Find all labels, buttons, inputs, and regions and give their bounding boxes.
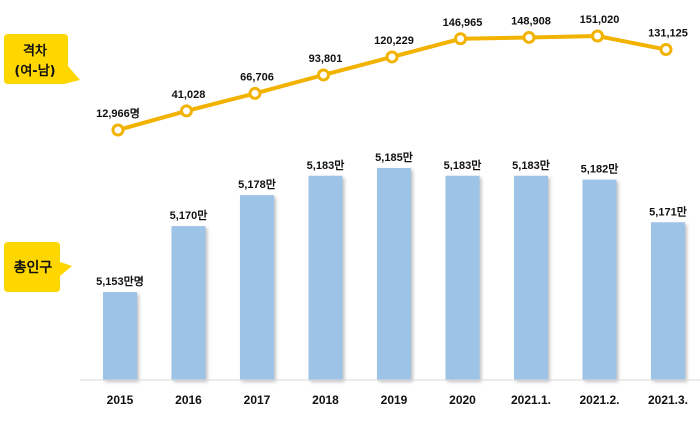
bar-2021.2. [582, 179, 617, 380]
bar-series [103, 168, 685, 380]
bar-2016 [171, 226, 206, 380]
population-callout: 총인구 [4, 242, 72, 292]
gap-callout-line1: 격차 [23, 43, 47, 59]
line-data-label: 120,229 [374, 35, 414, 47]
bar-2018 [308, 175, 343, 380]
bar-2019 [377, 168, 411, 380]
x-tick-label: 2019 [381, 393, 408, 407]
line-data-labels: 12,966명 41,028 66,706 93,801 120,229 146,965 1… [96, 14, 688, 120]
bar-2021.3. [651, 222, 685, 380]
x-tick-label: 2016 [175, 393, 202, 407]
bar-data-labels: 5,153만명 5,170만 5,178만 5,183만 5,185만 5,183만 5,1… [96, 150, 687, 288]
line-point-2018 [317, 68, 330, 82]
line-data-label: 148,908 [511, 15, 551, 27]
line-point-2021.1. [522, 30, 536, 44]
bar-data-label: 5,183만 [444, 158, 482, 172]
line-data-label: 146,965 [443, 17, 483, 29]
line-point-2021.3. [659, 43, 673, 57]
line-point-2015 [111, 123, 125, 137]
bar-2021.1. [514, 175, 548, 380]
line-data-label: 131,125 [648, 28, 688, 40]
bar-data-label: 5,153만명 [96, 274, 144, 288]
line-data-label: 41,028 [172, 89, 206, 101]
bar-2020 [445, 175, 480, 380]
x-tick-label: 2020 [449, 393, 476, 407]
gap-callout: 격차 (여-남) [4, 34, 80, 84]
bar-data-label: 5,170만 [170, 208, 208, 222]
gap-line [117, 34, 667, 132]
population-callout-text: 총인구 [14, 259, 53, 276]
bar-data-label: 5,182만 [581, 162, 619, 176]
bar-data-label: 5,183만 [307, 158, 345, 172]
line-data-label: 151,020 [580, 14, 620, 26]
x-tick-label: 2021.1. [511, 393, 551, 407]
line-point-2017 [248, 86, 262, 100]
bar-data-label: 5,171만 [649, 204, 687, 218]
bar-2015 [103, 292, 137, 380]
gap-callout-line2: (여-남) [14, 63, 55, 79]
x-tick-label: 2018 [312, 393, 339, 407]
bar-data-label: 5,183만 [512, 158, 550, 172]
x-tick-label: 2021.2. [579, 393, 619, 407]
x-tick-label: 2015 [107, 393, 134, 407]
bar-data-label: 5,178만 [238, 177, 276, 191]
x-tick-label: 2017 [244, 393, 271, 407]
bar-data-label: 5,185만 [375, 150, 413, 164]
line-data-label: 66,706 [240, 71, 274, 83]
line-point-2020 [454, 32, 467, 46]
line-point-2019 [385, 50, 399, 64]
line-point-2021.2. [591, 29, 604, 43]
line-point-2016 [180, 104, 193, 118]
x-tick-label: 2021.3. [648, 393, 688, 407]
line-data-label: 12,966명 [96, 106, 140, 120]
line-data-label: 93,801 [309, 53, 343, 65]
x-tick-labels: 2015 2016 2017 2018 2019 2020 2021.1. 2021.2. 20… [107, 393, 688, 407]
line-series [111, 29, 673, 137]
bar-2017 [240, 195, 274, 380]
